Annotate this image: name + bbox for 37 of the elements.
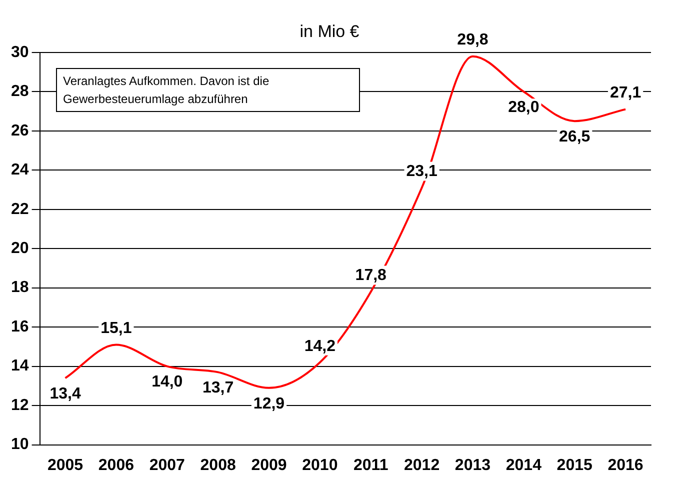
y-tick-label: 30 <box>11 44 29 61</box>
x-tick-label: 2006 <box>98 456 134 474</box>
data-label: 27,1 <box>610 84 642 102</box>
x-tick-label: 2010 <box>302 456 338 474</box>
x-tick-label: 2015 <box>556 456 592 474</box>
y-tick-label: 20 <box>11 240 29 258</box>
y-tick-label: 10 <box>11 436 29 454</box>
x-tick-label: 2008 <box>200 456 236 474</box>
data-label: 14,0 <box>152 374 183 391</box>
data-label: 17,8 <box>355 267 387 284</box>
x-tick-label: 2013 <box>454 456 491 474</box>
y-tick-label: 26 <box>11 122 29 140</box>
x-tick-label: 2007 <box>149 456 186 474</box>
x-tick-label: 2005 <box>47 456 84 474</box>
x-tick-label: 2016 <box>608 456 644 474</box>
y-tick-label: 12 <box>11 396 29 414</box>
y-tick-label: 28 <box>11 83 29 100</box>
x-tick-label: 2014 <box>506 456 542 474</box>
data-label: 14,2 <box>304 338 336 355</box>
note-box: Veranlagtes Aufkommen. Davon ist die Gewerbesteuerumlage abzuführen <box>56 68 360 112</box>
y-tick-label: 22 <box>11 200 29 218</box>
y-tick-label: 16 <box>11 318 29 336</box>
data-label: 23,1 <box>406 163 438 180</box>
data-label: 15,1 <box>100 320 132 338</box>
x-tick-label: 2009 <box>251 456 287 474</box>
x-tick-label: 2011 <box>354 456 388 474</box>
data-label: 28,0 <box>508 99 540 116</box>
data-label: 13,7 <box>202 380 234 397</box>
y-tick-label: 18 <box>11 279 29 296</box>
data-label: 12,9 <box>253 395 285 412</box>
data-label: 13,4 <box>50 386 81 402</box>
x-tick-label: 2012 <box>404 456 440 474</box>
data-label: 29,8 <box>457 32 488 49</box>
chart-title: in Mio € <box>300 22 360 41</box>
y-tick-label: 24 <box>11 162 29 179</box>
data-label: 26,5 <box>559 128 590 146</box>
y-tick-label: 14 <box>11 358 29 375</box>
